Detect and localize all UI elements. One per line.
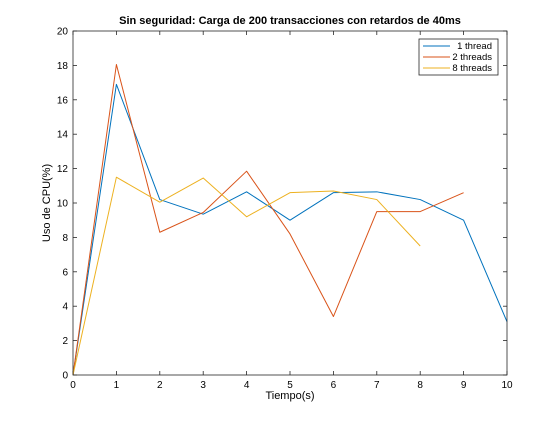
y-tick-label: 16 [57, 95, 69, 106]
y-tick-label: 6 [62, 267, 68, 278]
y-tick-label: 18 [57, 61, 69, 72]
x-axis-label: Tiempo(s) [265, 390, 314, 402]
x-tick-label: 6 [331, 380, 337, 391]
y-tick-label: 0 [62, 371, 68, 382]
legend-label-8-threads: 8 threads [452, 63, 492, 74]
x-tick-label: 7 [374, 380, 380, 391]
y-tick-label: 20 [57, 27, 69, 38]
x-tick-label: 2 [157, 380, 163, 391]
legend: 1 thread 2 threads 8 threads [419, 39, 498, 75]
x-tick-label: 9 [461, 380, 467, 391]
y-tick-label: 4 [62, 302, 68, 313]
legend-label-2-threads: 2 threads [452, 52, 492, 63]
plot-area [73, 31, 507, 375]
x-tick-label: 0 [70, 380, 76, 391]
x-tick-label: 8 [417, 380, 423, 391]
x-tick-label: 10 [501, 380, 513, 391]
y-tick-label: 14 [57, 130, 69, 141]
legend-label-1-thread: 1 thread [457, 41, 492, 52]
x-tick-label: 3 [200, 380, 206, 391]
y-tick-label: 8 [62, 233, 68, 244]
x-tick-label: 1 [114, 380, 120, 391]
chart-title: Sin seguridad: Carga de 200 transaccione… [119, 15, 461, 27]
y-axis-label: Uso de CPU(%) [41, 164, 53, 242]
x-tick-label: 4 [244, 380, 250, 391]
y-tick-label: 12 [57, 164, 69, 175]
y-tick-label: 10 [57, 199, 69, 210]
y-tick-label: 2 [62, 336, 68, 347]
